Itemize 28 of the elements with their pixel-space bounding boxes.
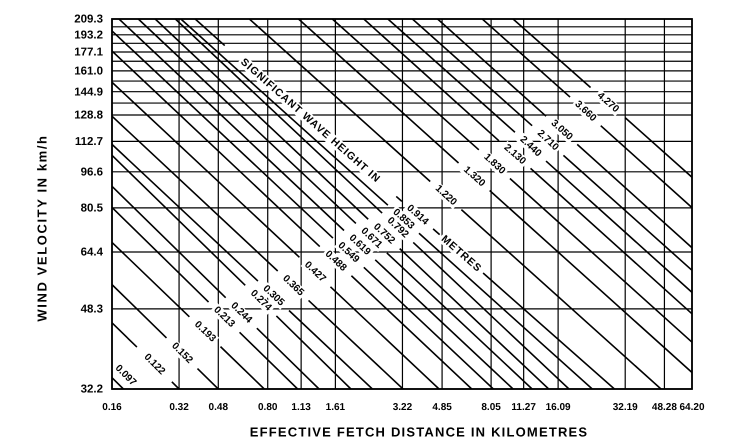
x-tick-label: 3.22: [392, 402, 413, 414]
y-tick-label: 80.5: [80, 202, 104, 215]
x-tick-label: 16.09: [546, 402, 572, 414]
y-tick-label: 128.8: [74, 110, 104, 122]
y-tick-label: 161.0: [74, 66, 103, 78]
y-tick-label: 48.3: [80, 304, 103, 316]
y-tick-label: 193.2: [74, 30, 103, 42]
y-tick-label: 96.6: [80, 166, 103, 179]
x-tick-label: 0.32: [169, 402, 190, 414]
y-tick-label: 112.7: [74, 136, 103, 148]
x-tick-label: 0.48: [208, 402, 228, 414]
x-tick-label: 0.16: [102, 402, 122, 414]
y-tick-label: 209.3: [74, 14, 103, 26]
y-axis-title: WIND VELOCITY IN km/h: [34, 134, 50, 322]
x-axis-title: EFFECTIVE FETCH DISTANCE IN KILOMETRES: [250, 424, 588, 440]
x-tick-label: 64.20: [679, 402, 705, 414]
y-tick-label: 177.1: [74, 46, 104, 59]
y-tick-label: 32.2: [80, 384, 103, 396]
x-tick-label: 48.28: [652, 402, 678, 414]
x-tick-label: 1.13: [291, 402, 312, 414]
x-tick-label: 32.19: [612, 402, 638, 414]
y-tick-label: 64.4: [80, 246, 104, 259]
y-tick-label: 144.9: [74, 86, 103, 98]
x-tick-label: 8.05: [481, 402, 502, 414]
x-tick-label: 11.27: [511, 402, 536, 414]
x-tick-label: 4.85: [432, 402, 452, 414]
x-tick-label: 0.80: [258, 402, 278, 414]
x-tick-label: 1.61: [326, 402, 346, 414]
